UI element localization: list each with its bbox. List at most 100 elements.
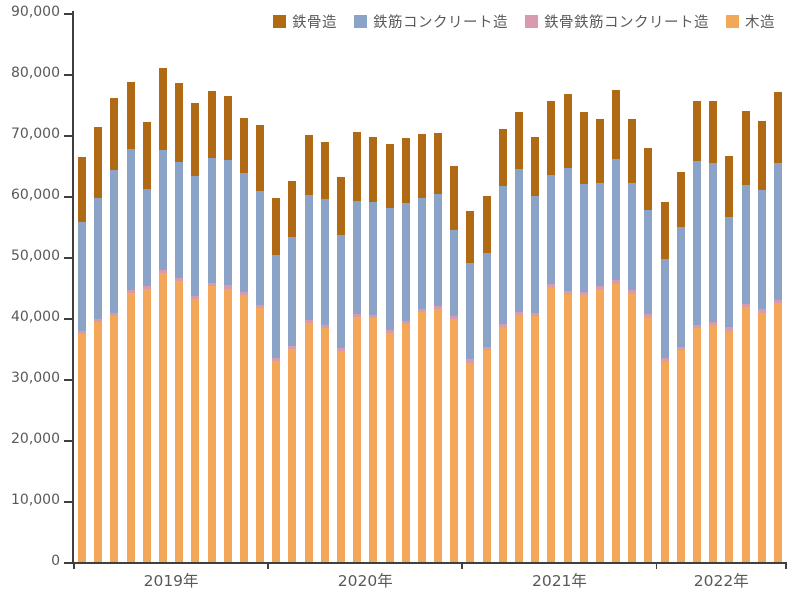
bar-segment-steel [434,133,443,194]
bar-segment-wood [78,333,87,562]
bar-segment-rc [337,235,345,348]
bar-segment-wood [595,289,604,562]
legend-item-wood: 木造 [726,11,775,32]
bar-2022-05 [725,156,734,562]
y-axis-label: 20,000 [11,431,60,447]
bar-segment-rc [175,162,184,278]
bar-2021-08 [579,111,588,562]
bar-2020-01 [272,197,281,562]
bar-2019-02 [94,127,103,562]
legend-label-wood: 木造 [745,15,775,31]
bar-segment-src [142,286,151,290]
bar-segment-src [110,313,119,317]
bar-segment-src [434,306,443,310]
bar-segment-wood [353,316,362,562]
bar-2021-06 [547,100,556,562]
y-axis-label: 10,000 [11,492,60,508]
bar-segment-src [693,324,701,329]
bar-segment-wood [693,328,701,562]
bar-segment-rc [741,185,750,304]
bar-2019-04 [126,81,135,562]
bar-segment-wood [579,294,588,562]
x-axis-year-label: 2021年 [531,572,587,590]
bar-2020-05 [337,177,345,562]
bar-segment-wood [482,349,491,562]
bar-segment-src [272,357,281,361]
bar-segment-steel [466,210,475,263]
y-tick [64,196,72,198]
bar-2022-06 [741,110,750,562]
bar-segment-wood [320,327,329,562]
bar-segment-rc [159,150,167,271]
bar-2021-05 [531,137,540,562]
bar-segment-src [239,291,248,295]
y-axis-line [72,11,74,562]
bar-2021-04 [515,111,523,562]
bar-2019-01 [78,156,87,562]
bar-segment-steel [304,135,313,195]
bar-2021-03 [498,128,507,562]
x-axis-tick [267,562,269,569]
bar-segment-steel [547,100,556,176]
bar-segment-rc [709,163,718,322]
x-axis-tick [461,562,463,569]
bar-segment-steel [757,121,766,190]
bar-segment-steel [531,137,540,197]
bar-segment-steel [353,131,362,201]
bar-segment-wood [450,319,459,562]
bar-segment-steel [628,118,637,183]
bar-segment-rc [288,236,297,347]
bar-segment-rc [110,169,119,314]
bar-segment-rc [94,198,103,319]
bar-segment-src [709,321,718,325]
bar-2019-08 [191,102,200,562]
bar-segment-rc [401,202,410,322]
bar-segment-rc [579,183,588,292]
bar-segment-src [498,323,507,327]
bar-segment-src [773,299,782,304]
bar-segment-rc [142,189,151,287]
bar-2019-03 [110,97,119,562]
y-tick [64,562,72,564]
y-axis-label: 70,000 [11,126,60,142]
bar-segment-steel [320,141,329,200]
bar-2021-01 [466,210,475,562]
bar-segment-wood [757,312,766,562]
y-axis-label: 30,000 [11,370,60,386]
bar-segment-src [595,286,604,290]
legend-label-rc: 鉄筋コンクリート造 [373,15,508,31]
x-axis-year-label: 2020年 [337,572,393,590]
bar-segment-steel [223,95,232,161]
bar-segment-src [401,321,410,325]
bar-segment-wood [191,299,200,562]
bar-segment-wood [207,285,216,562]
bar-segment-wood [337,350,345,562]
bar-segment-steel [126,81,135,150]
y-axis-label: 40,000 [11,309,60,325]
bar-2020-09 [401,138,410,562]
bar-2022-04 [709,100,718,562]
bar-segment-rc [628,182,637,290]
bar-2021-11 [628,118,637,562]
bar-segment-wood [94,321,103,562]
y-axis-label: 80,000 [11,65,60,81]
y-tick [64,379,72,381]
bar-segment-steel [288,180,297,237]
bar-segment-rc [272,255,281,358]
x-axis-year-label: 2019年 [143,572,199,590]
bar-segment-rc [693,160,701,325]
bar-segment-steel [256,125,265,192]
bar-2020-12 [450,165,459,562]
bar-segment-steel [709,100,718,164]
bar-segment-src [450,316,459,320]
bar-segment-wood [126,293,135,562]
y-axis-label: 90,000 [11,4,60,20]
bar-segment-src [466,359,475,363]
bar-segment-steel [142,121,151,190]
bar-segment-steel [191,102,200,176]
bar-2022-03 [693,101,701,562]
bar-segment-wood [498,326,507,562]
bar-2019-09 [207,91,216,562]
bar-segment-src [660,357,669,362]
bar-segment-rc [676,226,685,348]
